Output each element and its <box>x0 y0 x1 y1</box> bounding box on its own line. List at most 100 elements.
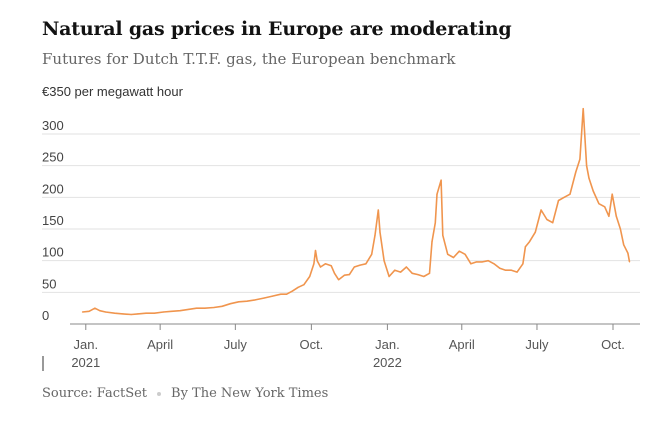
data-point-69 <box>487 260 489 262</box>
data-point-23 <box>263 297 265 299</box>
data-point-1 <box>88 310 90 312</box>
data-point-82 <box>557 199 560 202</box>
data-point-67 <box>476 261 478 263</box>
data-point-70 <box>493 263 495 265</box>
data-point-8 <box>137 313 139 315</box>
data-point-26 <box>285 293 288 295</box>
data-point-18 <box>221 305 223 307</box>
x-axis: Jan. 2021 April July Oct. Jan. 2022 April July Oc… <box>42 324 625 371</box>
data-point-10 <box>153 312 155 314</box>
y-tick-label-250: 250 <box>42 150 64 165</box>
y-axis-unit-label: €350 per megawatt hour <box>42 84 183 99</box>
source-line: Source: FactSet By The New York Times <box>42 386 328 401</box>
data-point-56 <box>428 272 431 274</box>
data-point-97 <box>623 244 625 246</box>
data-point-47 <box>379 231 381 233</box>
data-point-7 <box>130 313 132 316</box>
data-point-83 <box>563 196 565 198</box>
data-point-86 <box>579 158 581 160</box>
y-tick-label-50: 50 <box>42 276 56 291</box>
data-point-80 <box>546 218 548 221</box>
data-point-53 <box>411 272 413 274</box>
data-point-79 <box>540 209 542 211</box>
data-point-15 <box>195 307 198 309</box>
x-tick-label-3: Oct. <box>299 337 323 352</box>
data-point-24 <box>271 295 274 297</box>
data-point-98 <box>627 252 629 254</box>
data-point-54 <box>417 274 419 276</box>
data-point-34 <box>319 266 322 268</box>
data-point-45 <box>374 234 376 236</box>
data-point-25 <box>280 293 282 295</box>
data-point-93 <box>608 215 610 217</box>
data-point-90 <box>592 190 594 192</box>
y-tick-label-150: 150 <box>42 213 64 228</box>
data-point-5 <box>114 312 116 314</box>
data-point-75 <box>522 263 524 265</box>
x-tick-sublabel-4: 2022 <box>373 355 402 370</box>
data-point-21 <box>246 300 248 302</box>
data-point-59 <box>436 193 438 195</box>
data-point-36 <box>330 265 332 267</box>
data-point-96 <box>619 228 622 230</box>
data-point-29 <box>303 284 305 286</box>
data-point-31 <box>313 263 315 265</box>
x-tick-label-6: July <box>525 337 549 352</box>
data-point-46 <box>377 209 379 211</box>
data-point-68 <box>481 261 484 263</box>
data-point-50 <box>394 269 396 271</box>
data-point-12 <box>171 310 173 312</box>
data-point-88 <box>585 165 588 167</box>
data-point-44 <box>371 253 373 255</box>
y-tick-label-100: 100 <box>42 245 64 260</box>
x-tick-label-7: Oct. <box>601 337 625 352</box>
x-tick-label-2: July <box>224 337 248 352</box>
data-point-2 <box>94 307 96 309</box>
data-point-37 <box>333 272 336 274</box>
data-point-89 <box>588 177 590 179</box>
data-point-3 <box>99 310 101 312</box>
credit-text: By The New York Times <box>171 386 329 401</box>
data-point-43 <box>365 263 367 265</box>
x-tick-sublabel-0: 2021 <box>71 355 100 370</box>
data-point-41 <box>353 266 355 268</box>
separator-dot <box>157 391 162 396</box>
data-point-91 <box>598 203 600 205</box>
data-point-92 <box>604 206 606 208</box>
data-point-49 <box>388 275 390 278</box>
data-point-55 <box>423 275 425 278</box>
data-point-39 <box>343 274 346 276</box>
data-point-40 <box>348 274 350 276</box>
data-point-85 <box>575 171 577 173</box>
data-point-77 <box>528 241 531 243</box>
data-point-11 <box>162 311 165 313</box>
data-point-0 <box>81 311 84 313</box>
data-point-27 <box>291 290 293 292</box>
x-tick-label-4: Jan. <box>375 337 400 352</box>
data-point-33 <box>316 260 318 262</box>
data-point-99 <box>628 261 631 263</box>
series-lines <box>81 107 631 316</box>
grid-lines <box>42 133 640 325</box>
data-point-30 <box>309 275 311 278</box>
data-point-87 <box>582 108 584 110</box>
x-tick-label-0: Jan. <box>73 337 98 352</box>
chart-subtitle: Futures for Dutch T.T.F. gas, the Europe… <box>42 50 456 68</box>
data-point-58 <box>434 222 436 224</box>
data-point-72 <box>504 269 507 271</box>
data-point-32 <box>314 249 317 252</box>
data-point-64 <box>458 250 460 252</box>
data-point-60 <box>440 179 442 181</box>
data-point-94 <box>611 193 613 195</box>
data-point-63 <box>452 256 455 259</box>
data-point-73 <box>510 269 512 271</box>
data-point-13 <box>179 310 181 312</box>
line-chart: 0 50 100 150 200 250 300 Jan. 2021 April July Oct.… <box>42 107 640 371</box>
data-point-57 <box>431 241 433 243</box>
data-point-61 <box>442 234 444 236</box>
data-point-17 <box>213 306 215 309</box>
data-point-42 <box>359 264 361 266</box>
data-point-62 <box>447 253 449 255</box>
y-axis-ticks: 0 50 100 150 200 250 300 <box>42 118 64 323</box>
data-point-76 <box>524 246 527 248</box>
